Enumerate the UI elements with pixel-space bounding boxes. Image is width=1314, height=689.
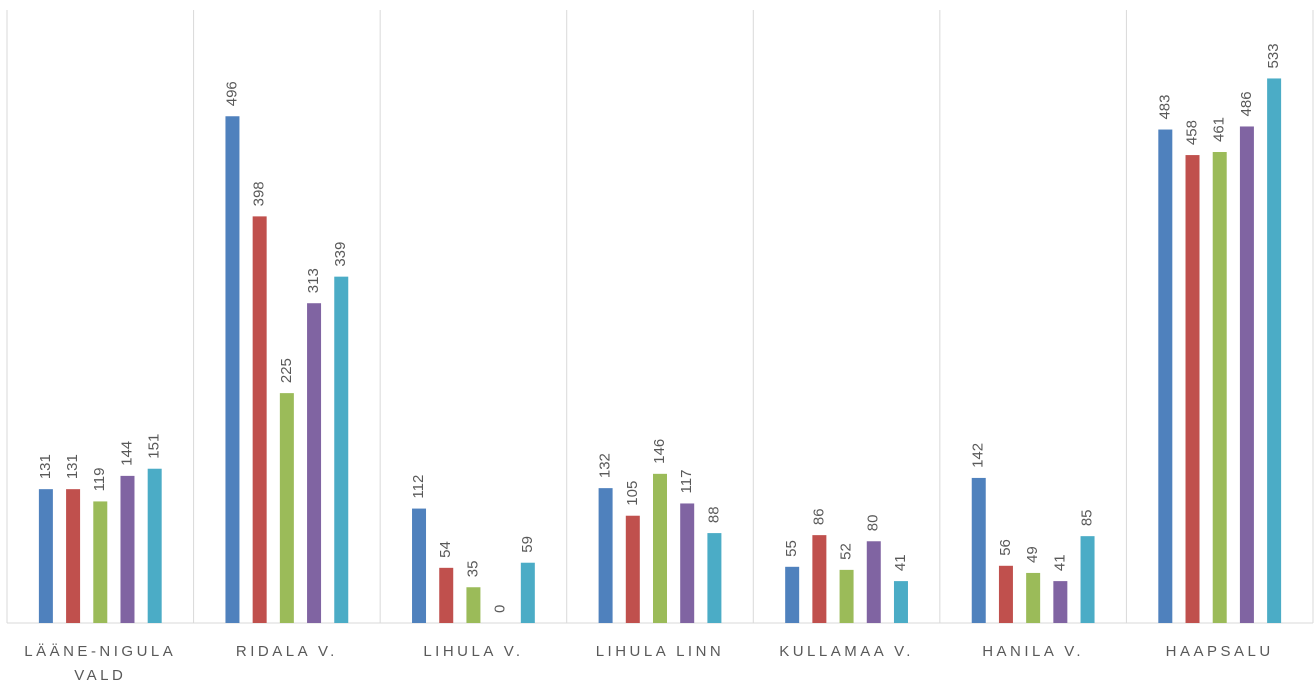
bar <box>466 587 481 623</box>
bar <box>839 569 854 623</box>
x-tick-label: LÄÄNE-NIGULA VALD <box>24 643 177 684</box>
x-tick-label: LIHULA LINN <box>595 643 725 660</box>
data-label: 496 <box>223 81 240 106</box>
data-label: 117 <box>678 470 695 494</box>
bar <box>1053 581 1068 623</box>
bar <box>707 533 722 623</box>
data-label: 59 <box>519 536 536 553</box>
bar <box>412 508 427 623</box>
bar <box>625 515 640 623</box>
bar <box>1026 572 1041 623</box>
bar <box>1212 152 1227 624</box>
bar <box>147 468 162 623</box>
data-label: 55 <box>783 540 800 557</box>
data-label: 119 <box>91 467 108 491</box>
bar <box>866 541 881 623</box>
data-label: 132 <box>597 453 614 478</box>
bar <box>998 565 1013 623</box>
data-label: 41 <box>1051 554 1068 571</box>
data-label: 0 <box>492 605 509 613</box>
bar <box>785 566 800 623</box>
data-label: 458 <box>1183 120 1200 145</box>
data-label: 313 <box>305 268 322 293</box>
bar <box>1267 78 1282 624</box>
bar <box>252 216 267 624</box>
data-label: 112 <box>410 475 427 499</box>
data-label: 533 <box>1265 43 1282 68</box>
bar <box>1158 129 1173 623</box>
data-label: 49 <box>1024 546 1041 563</box>
data-label: 85 <box>1079 509 1096 526</box>
bar <box>971 477 986 623</box>
data-label: 146 <box>651 439 668 464</box>
bar <box>439 567 454 623</box>
bar <box>93 501 108 623</box>
bar <box>279 393 294 623</box>
data-label: 88 <box>705 506 722 523</box>
bar <box>520 562 535 623</box>
data-label: 54 <box>437 541 454 558</box>
bar <box>893 581 908 623</box>
x-tick-label: HANILA V. <box>982 643 1085 660</box>
bar <box>598 488 613 623</box>
bar <box>1185 155 1200 623</box>
bar <box>653 473 667 623</box>
data-label: 339 <box>332 242 349 267</box>
bar <box>1239 126 1254 623</box>
x-tick-label: KULLAMAA V. <box>779 643 914 660</box>
data-label: 142 <box>970 443 987 468</box>
data-label: 461 <box>1211 117 1228 142</box>
bar <box>334 276 349 623</box>
bar <box>225 116 240 624</box>
data-label: 41 <box>892 554 909 571</box>
data-label: 52 <box>838 543 855 560</box>
bar <box>38 489 53 623</box>
data-label: 131 <box>64 454 81 479</box>
bar <box>66 489 81 623</box>
data-label: 105 <box>624 481 641 506</box>
data-label: 151 <box>146 434 163 459</box>
bar <box>680 503 695 623</box>
x-tick-label: HAAPSALU <box>1165 643 1274 660</box>
x-tick-label: LIHULA V. <box>423 643 524 660</box>
data-label: 225 <box>278 358 295 383</box>
x-tick-label: RIDALA V. <box>235 643 338 660</box>
bar <box>120 475 135 623</box>
data-label: 35 <box>464 561 481 578</box>
data-label: 398 <box>251 181 268 206</box>
data-label: 131 <box>37 454 54 479</box>
bar <box>812 535 827 623</box>
data-label: 144 <box>118 441 135 466</box>
data-label: 86 <box>810 508 827 525</box>
bar <box>307 303 322 623</box>
data-label: 80 <box>865 515 882 532</box>
bar <box>1080 536 1095 623</box>
data-label: 56 <box>997 539 1014 556</box>
data-label: 486 <box>1238 91 1255 116</box>
data-label: 483 <box>1156 95 1173 120</box>
